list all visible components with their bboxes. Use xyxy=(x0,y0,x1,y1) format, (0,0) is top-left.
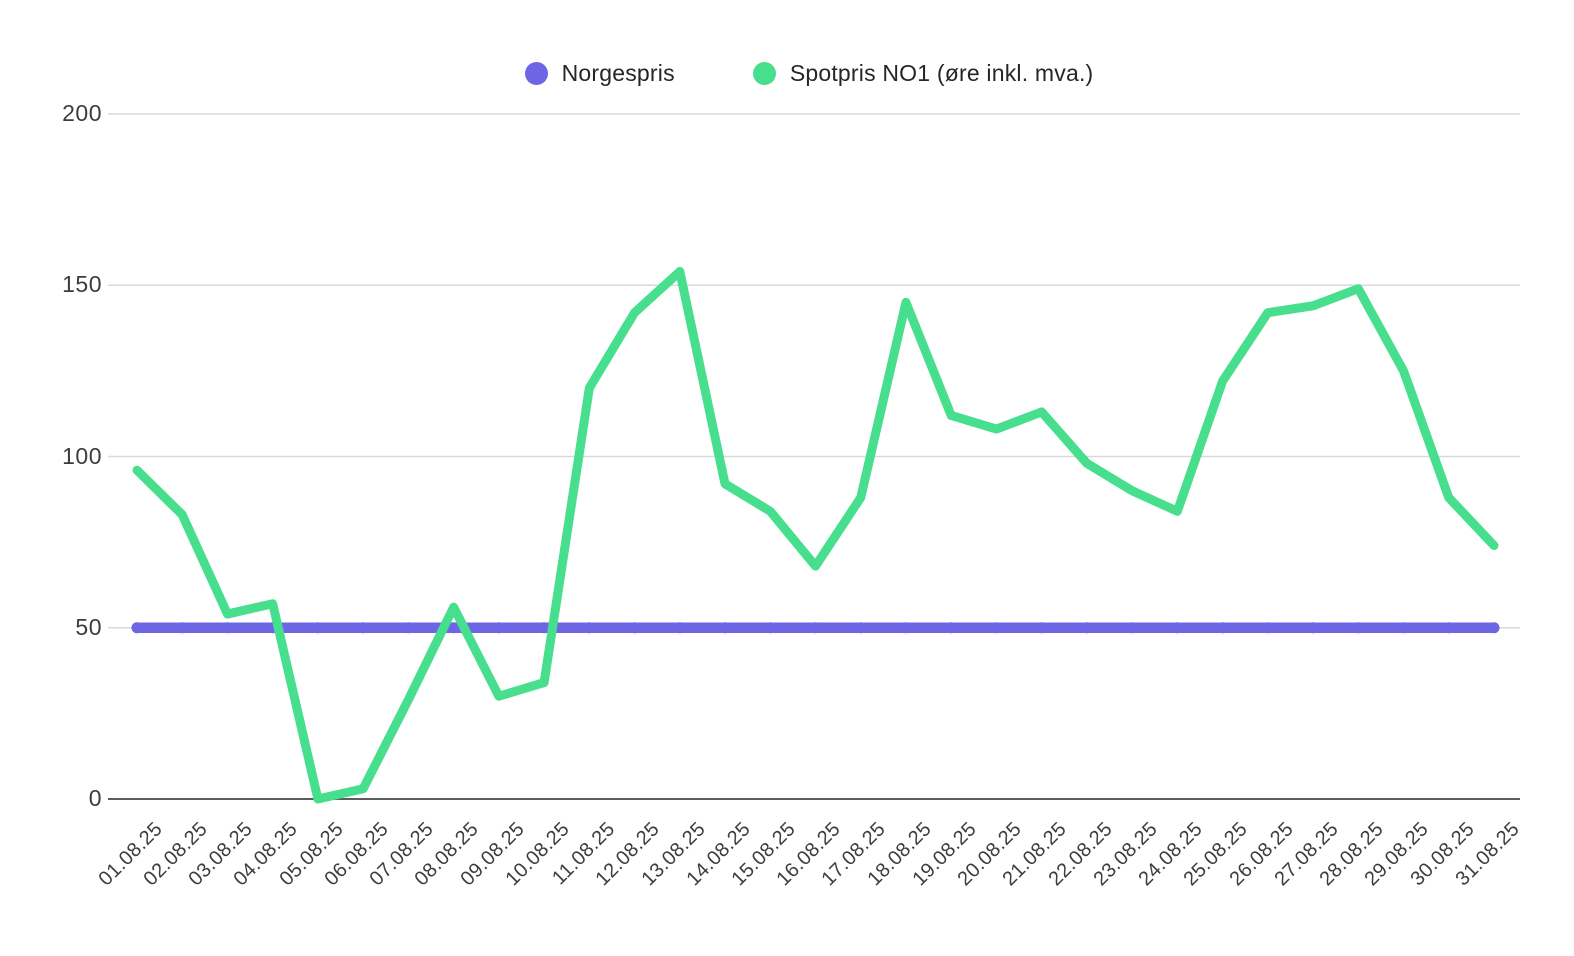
series-line-spotpris xyxy=(132,267,1499,804)
legend-item-norgespris[interactable]: Norgespris xyxy=(524,60,675,87)
legend-label-norgespris: Norgespris xyxy=(561,60,675,86)
legend-item-spotpris[interactable]: Spotpris NO1 (øre inkl. mva.) xyxy=(752,60,1094,87)
spotpris-dot-icon xyxy=(752,62,776,85)
legend-label-spotpris: Spotpris NO1 (øre inkl. mva.) xyxy=(789,60,1094,86)
legend: Norgespris Spotpris NO1 (øre inkl. mva.) xyxy=(22,60,1574,87)
norgespris-dot-icon xyxy=(524,62,548,85)
